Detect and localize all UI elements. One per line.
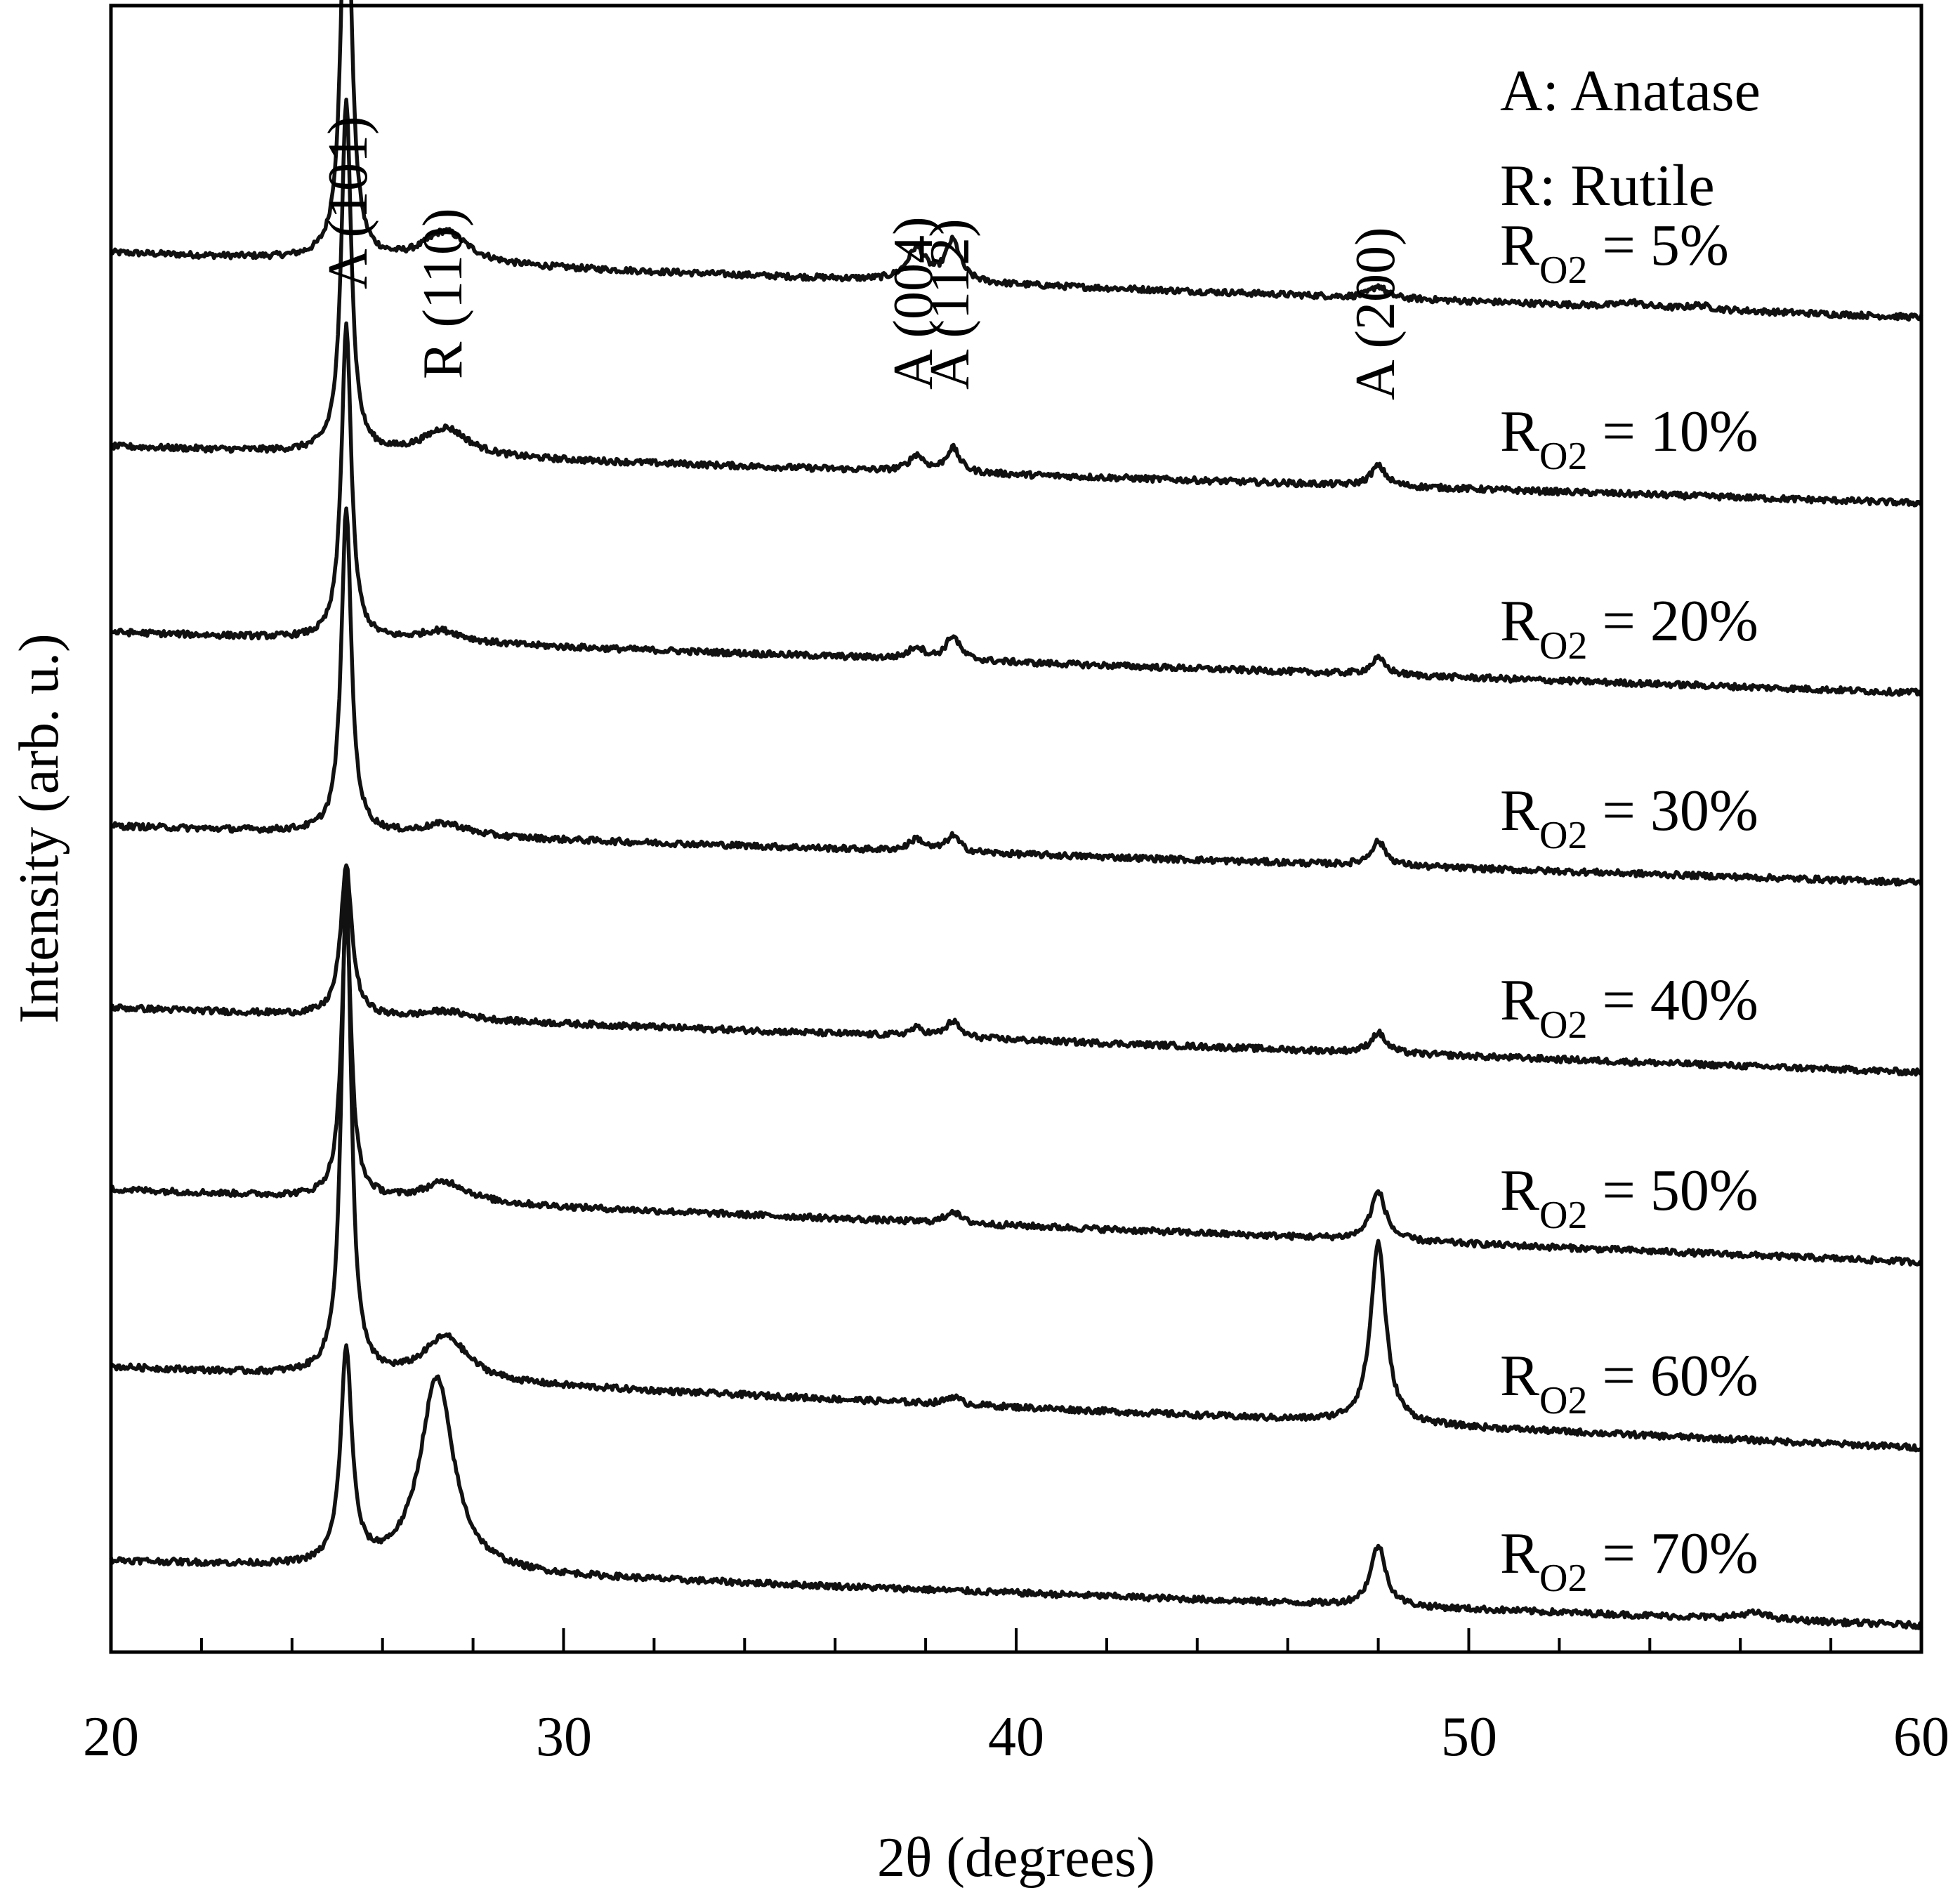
xrd-series-4 — [109, 506, 1923, 887]
series-label-subscript: O2 — [1539, 1557, 1587, 1600]
series-label-main: R — [1500, 213, 1539, 278]
series-label-main: R — [1500, 1521, 1539, 1586]
xrd-series-5 — [110, 863, 1923, 1077]
x-tick-label: 20 — [83, 1706, 139, 1768]
legend-anatase: A: Anatase — [1500, 58, 1761, 124]
series-label-7: RO2 = 60% — [1500, 1343, 1758, 1422]
series-label-value: = 20% — [1587, 588, 1758, 654]
legend-rutile: R: Rutile — [1500, 153, 1715, 218]
series-label-value: = 70% — [1587, 1521, 1758, 1586]
x-tick-label: 40 — [988, 1706, 1044, 1768]
series-label-main: R — [1500, 778, 1539, 843]
x-tick-label: 30 — [536, 1706, 592, 1768]
series-label-value: = 10% — [1587, 399, 1758, 464]
peak-label-5: A (200) — [1345, 227, 1407, 400]
series-label-subscript: O2 — [1539, 249, 1587, 292]
series-label-subscript: O2 — [1539, 814, 1587, 857]
series-label-value: = 50% — [1587, 1158, 1758, 1223]
xrd-series-3 — [110, 321, 1922, 697]
series-label-value: = 5% — [1587, 213, 1728, 278]
series-label-subscript: O2 — [1539, 1379, 1587, 1422]
series-label-subscript: O2 — [1539, 1003, 1587, 1047]
peak-label-3: A (004) — [883, 216, 945, 390]
peak-label-4: A (112) — [919, 218, 981, 390]
peak-label-2: R (110) — [412, 208, 474, 379]
x-tick-label: 60 — [1893, 1706, 1949, 1768]
series-label-2: RO2 = 10% — [1500, 399, 1758, 478]
series-label-main: R — [1500, 1343, 1539, 1408]
series-label-subscript: O2 — [1539, 1194, 1587, 1237]
series-label-value: = 30% — [1587, 778, 1758, 843]
series-label-main: R — [1500, 399, 1539, 464]
series-label-value: = 40% — [1587, 968, 1758, 1033]
peak-label-1: A (101) — [317, 116, 379, 289]
series-label-6: RO2 = 50% — [1500, 1158, 1758, 1237]
x-tick-label: 50 — [1441, 1706, 1497, 1768]
xrd-series-1 — [109, 0, 1923, 322]
series-label-4: RO2 = 30% — [1500, 778, 1758, 857]
y-axis-label: Intensity (arb. u.) — [8, 633, 70, 1023]
series-label-5: RO2 = 40% — [1500, 968, 1758, 1047]
series-label-3: RO2 = 20% — [1500, 588, 1758, 668]
tick-layer — [110, 1628, 1923, 1652]
series-label-subscript: O2 — [1539, 624, 1587, 668]
xrd-series-2 — [110, 98, 1923, 508]
text-layer: A: Anatase R: Rutile 2θ (degrees) Intens… — [8, 58, 1949, 1888]
series-label-main: R — [1500, 968, 1539, 1033]
series-label-value: = 60% — [1587, 1343, 1758, 1408]
series-label-8: RO2 = 70% — [1500, 1521, 1758, 1600]
series-layer — [109, 0, 1923, 1630]
xrd-series-8 — [109, 1343, 1923, 1630]
series-label-1: RO2 = 5% — [1500, 213, 1729, 292]
xrd-series-6 — [109, 911, 1923, 1267]
x-axis-label: 2θ (degrees) — [877, 1827, 1155, 1888]
series-label-main: R — [1500, 1158, 1539, 1223]
series-label-subscript: O2 — [1539, 435, 1587, 478]
xrd-series-7 — [110, 878, 1923, 1453]
series-label-main: R — [1500, 588, 1539, 654]
